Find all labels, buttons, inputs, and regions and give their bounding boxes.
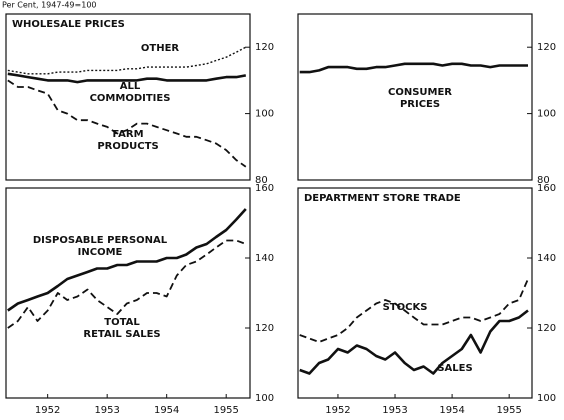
y-tick-label: 160: [537, 183, 556, 194]
x-tick-label: 1952: [35, 405, 60, 416]
y-tick-label: 120: [255, 42, 274, 53]
x-tick-label: 1953: [382, 405, 407, 416]
x-tick-label: 1953: [94, 405, 119, 416]
panel-frame: [297, 187, 533, 399]
y-tick-label: 100: [537, 109, 556, 120]
series-line: [7, 79, 247, 168]
y-tick-label: 100: [537, 393, 556, 404]
series-label: STOCKS: [383, 302, 428, 313]
x-tick-label: 1954: [154, 405, 179, 416]
y-tick-label: 120: [537, 42, 556, 53]
series-line: [299, 309, 529, 375]
panel-title: DEPARTMENT STORE TRADE: [304, 193, 461, 204]
series-label: TOTAL RETAIL SALES: [83, 317, 160, 340]
series-label: CONSUMER PRICES: [388, 87, 452, 110]
panel-frame: [5, 13, 251, 181]
series-label: SALES: [437, 363, 472, 374]
series-label: DISPOSABLE PERSONAL INCOME: [33, 235, 168, 258]
series-line: [7, 239, 247, 329]
series-line: [7, 72, 247, 84]
series-label: OTHER: [141, 43, 180, 54]
x-tick-label: 1955: [496, 405, 521, 416]
unit-note: Per Cent, 1947-49=100: [2, 1, 97, 10]
y-tick-label: 140: [537, 253, 556, 264]
series-label: ALL COMMODITIES: [90, 81, 171, 104]
panel-title: WHOLESALE PRICES: [12, 19, 125, 30]
y-tick-label: 120: [537, 323, 556, 334]
y-tick-label: 80: [255, 175, 268, 186]
y-tick-label: 160: [255, 183, 274, 194]
series-line: [299, 62, 528, 74]
series-line: [7, 208, 247, 312]
x-tick-label: 1954: [439, 405, 464, 416]
x-tick-label: 1955: [213, 405, 238, 416]
x-tick-label: 1952: [325, 405, 350, 416]
y-tick-label: 80: [537, 175, 550, 186]
series-line: [299, 278, 529, 343]
panel-frame: [5, 187, 251, 399]
y-tick-label: 100: [255, 393, 274, 404]
series-label: FARM PRODUCTS: [97, 129, 158, 152]
panel-frame: [297, 13, 533, 181]
y-tick-label: 140: [255, 253, 274, 264]
y-tick-label: 120: [255, 323, 274, 334]
series-line: [7, 46, 247, 75]
y-tick-label: 100: [255, 109, 274, 120]
